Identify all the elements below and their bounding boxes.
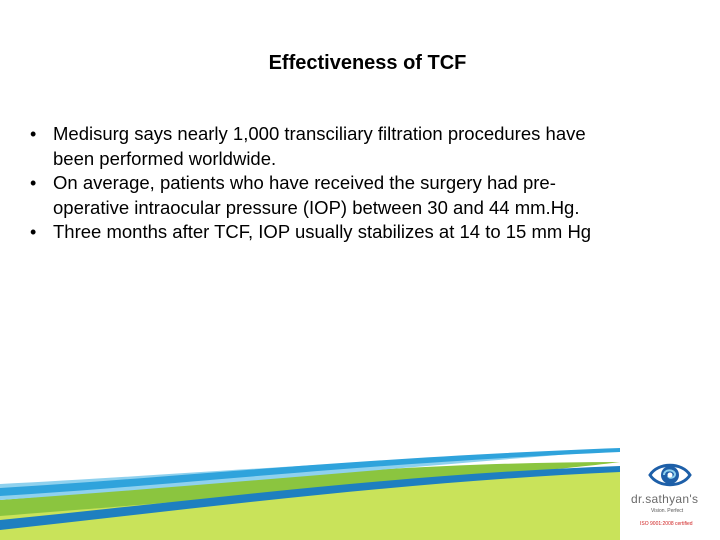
slide-title: Effectiveness of TCF [268,52,467,74]
wave-dark [0,466,620,530]
bullet-line: operative intraocular pressure (IOP) bet… [53,196,580,218]
bullet-line: been performed worldwide. [53,147,277,169]
bullet-line: Medisurg says nearly 1,000 transciliary … [53,123,586,144]
wave-lime [0,469,620,540]
bullet-glyph: • [30,124,37,144]
wave-mid [0,448,620,496]
bullet-glyph: • [30,222,37,242]
bullet-line: On average, patients who have received t… [53,172,556,193]
eye-swirl-icon [648,463,692,487]
logo-certification: ISO 9001:2008 certified [640,521,693,527]
bullet-glyph: • [30,173,37,193]
bullet-list: • Medisurg says nearly 1,000 transciliar… [30,122,710,245]
wave-light [0,450,620,500]
bullet-item: • Three months after TCF, IOP usually st… [30,220,710,245]
bullet-line: Three months after TCF, IOP usually stab… [53,221,592,242]
bullet-item: • On average, patients who have received… [30,171,710,220]
bullet-item: • Medisurg says nearly 1,000 transciliar… [30,122,710,171]
logo-name: dr.sathyan's [631,492,699,506]
logo-tagline: Vision. Perfect [651,508,684,514]
